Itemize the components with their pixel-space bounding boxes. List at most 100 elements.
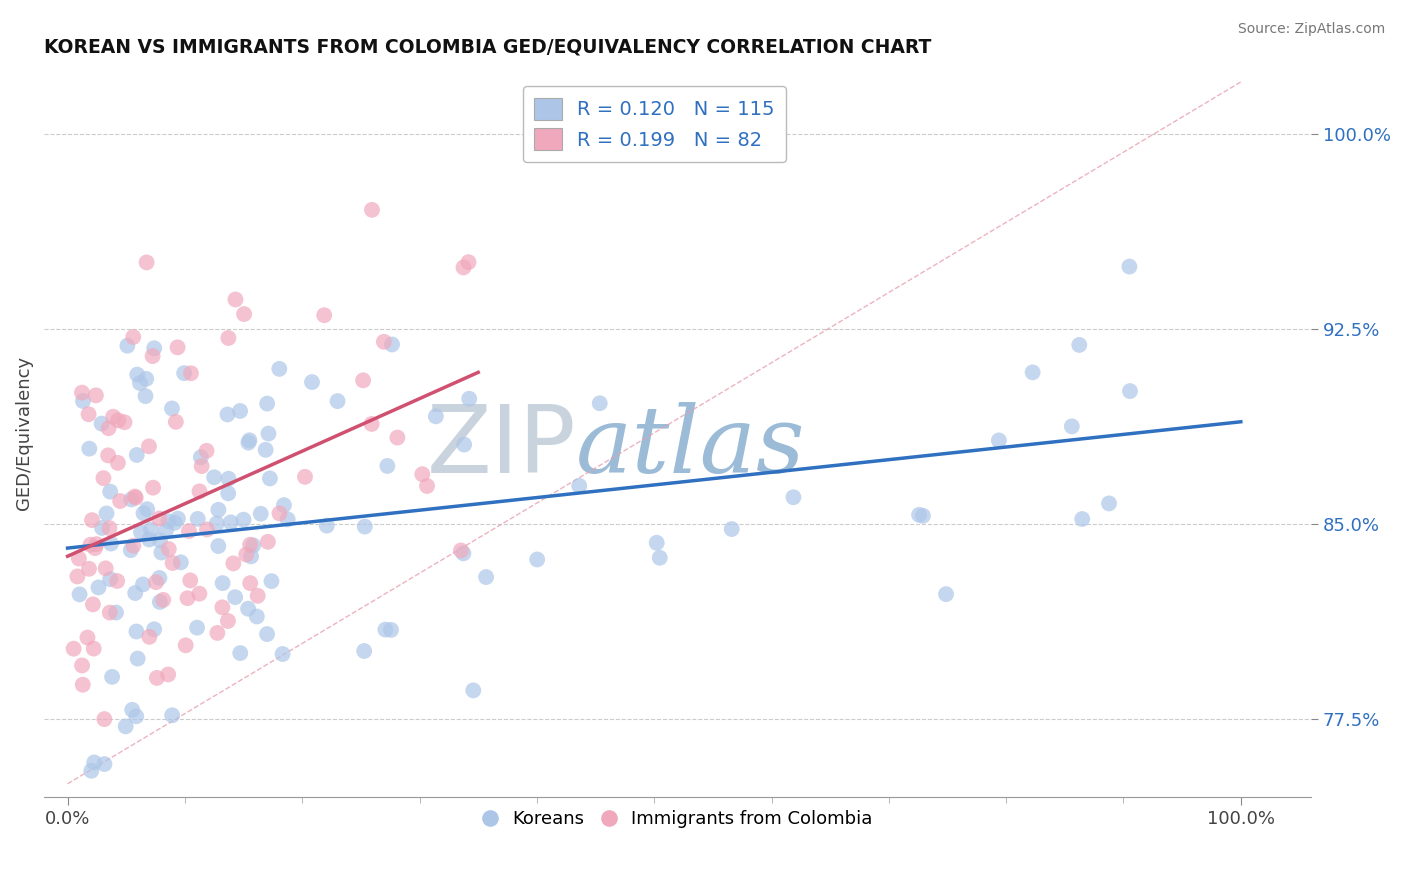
Point bbox=[256, 627, 278, 641]
Point bbox=[239, 538, 262, 552]
Point bbox=[117, 339, 139, 353]
Point bbox=[97, 448, 120, 462]
Point bbox=[160, 708, 183, 723]
Point bbox=[416, 479, 439, 493]
Point bbox=[77, 562, 100, 576]
Point bbox=[259, 471, 281, 485]
Point bbox=[66, 569, 89, 583]
Point bbox=[249, 507, 271, 521]
Point bbox=[93, 471, 115, 485]
Point bbox=[163, 516, 186, 530]
Point bbox=[186, 621, 208, 635]
Point bbox=[224, 590, 246, 604]
Point bbox=[98, 606, 121, 620]
Point bbox=[108, 494, 131, 508]
Point bbox=[179, 574, 201, 588]
Point bbox=[162, 556, 184, 570]
Point bbox=[93, 757, 115, 772]
Text: ZIP: ZIP bbox=[426, 401, 576, 493]
Point bbox=[1021, 365, 1043, 379]
Point bbox=[120, 492, 142, 507]
Point bbox=[165, 415, 187, 429]
Point bbox=[254, 442, 277, 457]
Point bbox=[76, 631, 98, 645]
Point bbox=[239, 576, 262, 591]
Point bbox=[326, 394, 349, 409]
Point bbox=[240, 549, 263, 564]
Point bbox=[360, 417, 382, 431]
Point bbox=[219, 516, 242, 530]
Point bbox=[177, 524, 200, 538]
Point bbox=[236, 601, 259, 615]
Point bbox=[96, 507, 118, 521]
Point bbox=[935, 587, 957, 601]
Point bbox=[207, 626, 229, 640]
Point bbox=[315, 518, 337, 533]
Point bbox=[138, 533, 160, 547]
Point bbox=[121, 703, 143, 717]
Point bbox=[229, 404, 252, 418]
Point bbox=[127, 651, 149, 665]
Point bbox=[373, 334, 395, 349]
Point bbox=[269, 507, 291, 521]
Point bbox=[136, 502, 159, 516]
Point bbox=[1071, 512, 1094, 526]
Point bbox=[150, 545, 173, 559]
Point bbox=[589, 396, 612, 410]
Point bbox=[105, 574, 128, 588]
Point bbox=[120, 543, 142, 558]
Point bbox=[1118, 260, 1140, 274]
Point bbox=[114, 719, 136, 733]
Point bbox=[174, 638, 197, 652]
Point bbox=[125, 448, 148, 462]
Point bbox=[86, 537, 108, 551]
Point bbox=[82, 598, 104, 612]
Point bbox=[93, 712, 115, 726]
Point bbox=[374, 623, 396, 637]
Point bbox=[149, 595, 172, 609]
Point bbox=[125, 709, 148, 723]
Point bbox=[453, 437, 475, 451]
Point bbox=[301, 375, 323, 389]
Point bbox=[233, 307, 256, 321]
Point bbox=[145, 575, 167, 590]
Point bbox=[132, 506, 155, 520]
Point bbox=[375, 458, 398, 473]
Point bbox=[157, 542, 180, 557]
Point bbox=[238, 435, 260, 450]
Point bbox=[648, 550, 671, 565]
Point bbox=[135, 372, 157, 386]
Point bbox=[143, 622, 166, 636]
Point bbox=[135, 255, 157, 269]
Point bbox=[101, 409, 124, 424]
Legend: Koreans, Immigrants from Colombia: Koreans, Immigrants from Colombia bbox=[475, 803, 880, 835]
Point bbox=[98, 521, 121, 535]
Point bbox=[361, 202, 384, 217]
Point bbox=[79, 442, 101, 456]
Point bbox=[463, 683, 485, 698]
Point bbox=[98, 572, 121, 586]
Point bbox=[314, 308, 336, 322]
Point bbox=[180, 366, 202, 380]
Point bbox=[195, 523, 218, 537]
Point bbox=[269, 362, 291, 376]
Point bbox=[277, 512, 299, 526]
Point bbox=[352, 373, 374, 387]
Point bbox=[134, 389, 156, 403]
Point bbox=[170, 555, 193, 569]
Point bbox=[125, 491, 148, 505]
Point bbox=[87, 581, 110, 595]
Point bbox=[129, 525, 152, 540]
Point bbox=[217, 486, 239, 500]
Point bbox=[90, 417, 112, 431]
Point bbox=[107, 456, 129, 470]
Point bbox=[84, 388, 107, 402]
Point bbox=[138, 630, 160, 644]
Point bbox=[62, 641, 84, 656]
Point bbox=[190, 450, 212, 465]
Point bbox=[1119, 384, 1142, 398]
Point bbox=[138, 439, 160, 453]
Point bbox=[100, 536, 122, 550]
Point bbox=[217, 331, 239, 345]
Point bbox=[908, 508, 931, 522]
